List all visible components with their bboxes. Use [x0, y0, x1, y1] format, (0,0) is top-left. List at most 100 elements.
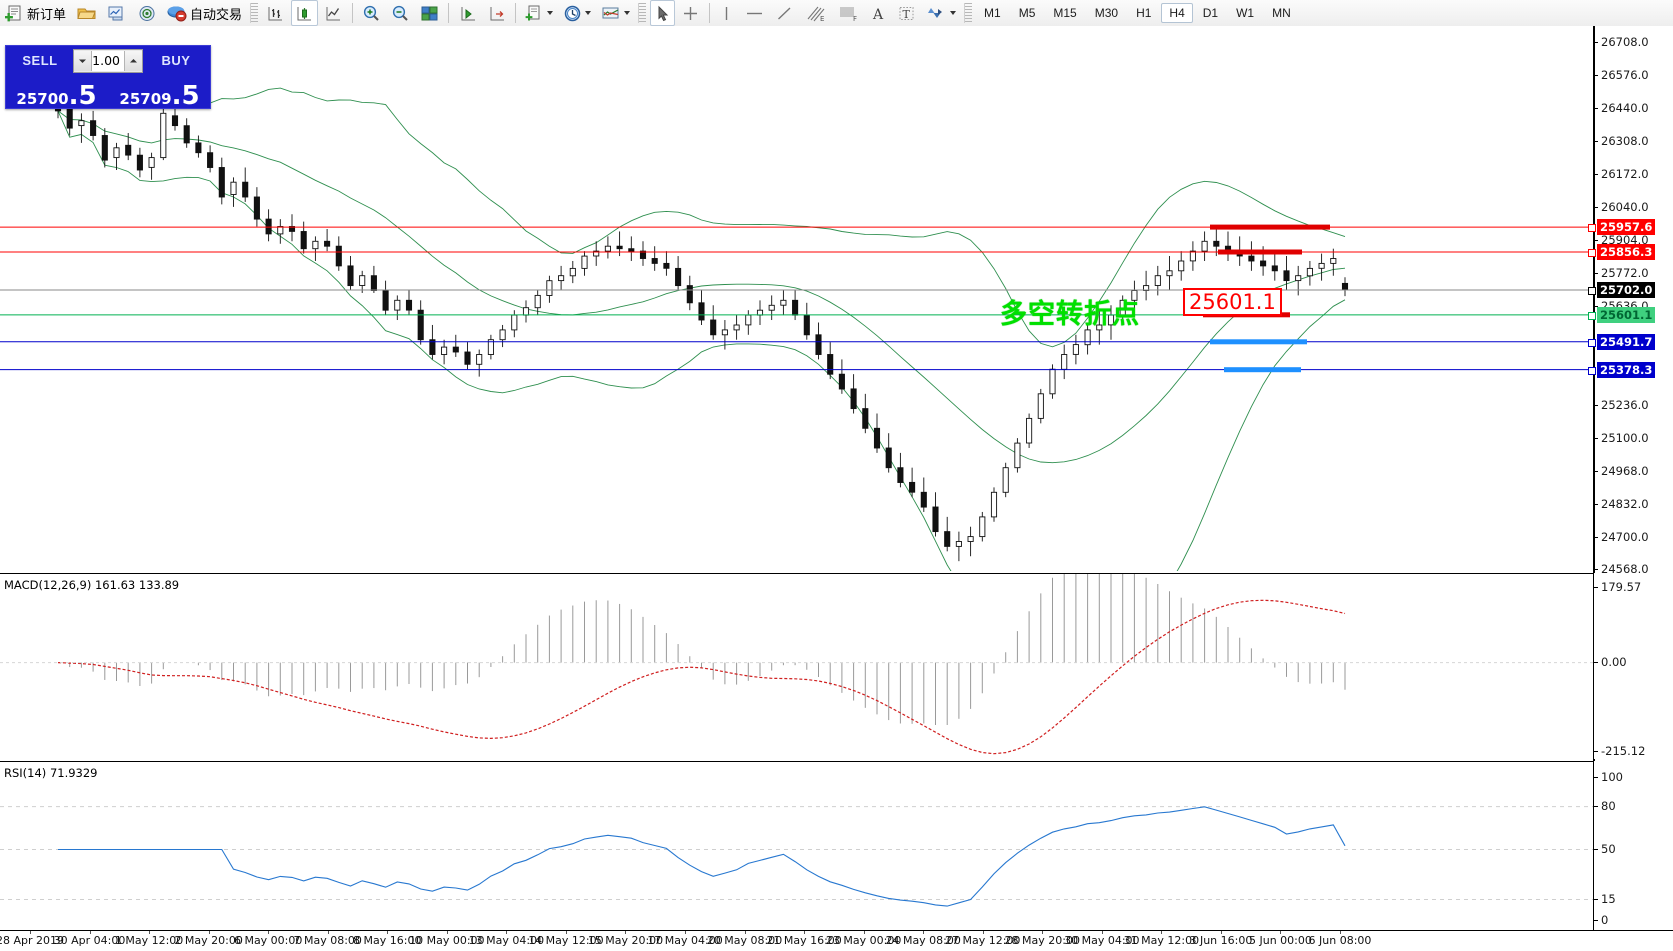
price-level-handle[interactable]	[1588, 366, 1596, 375]
text-tool-button[interactable]: A	[866, 0, 891, 26]
time-tick	[1101, 931, 1103, 934]
time-axis-label: 5 Jun 00:00	[1249, 934, 1312, 947]
equidistant-channel-icon: E	[804, 4, 827, 23]
price-level-label-resistance[interactable]: 25856.3	[1597, 244, 1656, 261]
price-level-marker[interactable]	[1210, 224, 1330, 230]
rsi-axis[interactable]: 100 80 50 15 0	[1593, 761, 1673, 930]
price-callout-box[interactable]: 25601.1	[1183, 288, 1282, 316]
candle	[558, 265, 565, 291]
arrows-tool-button[interactable]	[922, 0, 960, 26]
navigator-button[interactable]	[133, 0, 161, 26]
timeframe-h4[interactable]: H4	[1161, 3, 1193, 23]
templates-dropdown-arrow[interactable]	[547, 11, 554, 15]
price-level-marker[interactable]	[1224, 367, 1301, 373]
period-dropdown-arrow[interactable]	[585, 11, 592, 15]
trendline-icon	[775, 4, 794, 23]
bollinger-band-middle	[57, 110, 1346, 464]
zoom-in-button[interactable]	[358, 0, 385, 26]
line-chart-button[interactable]	[320, 0, 347, 26]
candle	[581, 251, 588, 276]
turning-point-annotation[interactable]: 多空转折点	[1000, 299, 1140, 330]
price-level-label-last-price[interactable]: 25702.0	[1597, 282, 1656, 298]
volume-increase-button[interactable]	[124, 51, 142, 71]
auto-scroll-button[interactable]	[454, 0, 481, 26]
timeframe-m30[interactable]: M30	[1094, 6, 1119, 20]
new-order-icon	[5, 4, 24, 23]
indicators-dropdown-arrow[interactable]	[624, 11, 631, 15]
text-label-tool-button[interactable]: T	[893, 0, 920, 26]
cursor-tool-button[interactable]	[650, 0, 676, 26]
buy-price[interactable]: 25709 .5	[109, 74, 210, 108]
price-level-handle[interactable]	[1588, 249, 1596, 258]
time-tick	[923, 931, 925, 934]
cursor-icon	[654, 4, 671, 23]
candle	[1189, 241, 1196, 271]
candle	[815, 322, 822, 360]
price-level-handle[interactable]	[1588, 311, 1596, 320]
price-level-marker[interactable]	[1210, 339, 1307, 345]
candlestick-chart-button[interactable]	[291, 0, 319, 26]
timeframe-mn[interactable]: MN	[1272, 6, 1291, 20]
zoom-out-button[interactable]	[387, 0, 414, 26]
profiles-button[interactable]	[72, 0, 101, 26]
macd-axis[interactable]: 179.57 0.00 -215.12	[1593, 573, 1673, 759]
timeframe-w1[interactable]: W1	[1236, 6, 1255, 20]
arrows-dropdown-arrow[interactable]	[950, 11, 957, 15]
text-icon: A	[870, 4, 887, 23]
price-tick	[1594, 306, 1598, 308]
toolbar-grip-2[interactable]	[638, 3, 647, 23]
price-level-label-resistance[interactable]: 25957.6	[1597, 219, 1656, 236]
price-chart-pane[interactable]	[0, 26, 1594, 571]
price-level-marker[interactable]	[1218, 249, 1302, 255]
crosshair-tool-button[interactable]	[677, 0, 704, 26]
rsi-pane[interactable]	[0, 761, 1594, 931]
sell-button[interactable]: SELL	[22, 53, 58, 68]
toolbar-grip-1[interactable]	[250, 3, 259, 23]
candle	[382, 280, 389, 316]
volume-input[interactable]: 1.00	[92, 51, 124, 71]
bollinger-band-lower	[57, 110, 1346, 571]
fibonacci-tool-button[interactable]: F	[833, 0, 864, 26]
trendline-tool-button[interactable]	[771, 0, 798, 26]
bar-chart-icon	[266, 4, 285, 23]
timeframe-h1[interactable]: H1	[1136, 6, 1152, 20]
one-click-trading-panel[interactable]: SELL 1.00 BUY 25700 .5	[5, 45, 211, 109]
time-axis[interactable]: 28 Apr 2019 30 Apr 04:00 1 May 12:00 2 May …	[0, 930, 1673, 951]
indicators-button[interactable]	[597, 0, 634, 26]
volume-spinner[interactable]: 1.00	[73, 49, 143, 73]
timeframe-d1[interactable]: D1	[1202, 6, 1219, 20]
price-level-handle[interactable]	[1588, 338, 1596, 347]
tile-windows-button[interactable]	[416, 0, 443, 26]
volume-decrease-button[interactable]	[74, 51, 92, 71]
bar-chart-button[interactable]	[262, 0, 289, 26]
toolbar-grip-3[interactable]	[964, 3, 973, 23]
rsi-tick	[1594, 805, 1598, 807]
autotrading-button[interactable]: 自动交易	[163, 0, 246, 26]
chart-shift-button[interactable]	[483, 0, 510, 26]
timeframe-m15[interactable]: M15	[1053, 6, 1077, 20]
price-level-label-pivot[interactable]: 25601.1	[1597, 306, 1656, 323]
market-watch-button[interactable]	[103, 0, 131, 26]
price-level-label-support[interactable]: 25491.7	[1597, 333, 1656, 350]
time-tick	[685, 931, 686, 934]
macd-pane[interactable]	[0, 573, 1594, 760]
candle	[990, 487, 998, 522]
chevron-up-icon	[129, 58, 138, 64]
templates-button[interactable]	[521, 0, 557, 26]
price-level-label-support[interactable]: 25378.3	[1597, 361, 1656, 378]
price-level-handle[interactable]	[1588, 224, 1596, 233]
timeframe-m1[interactable]: M1	[984, 6, 1001, 20]
price-level-handle[interactable]	[1588, 287, 1596, 295]
new-order-button[interactable]: 新订单	[1, 0, 70, 26]
toolbar-separator-1	[352, 3, 354, 23]
sell-price[interactable]: 25700 .5	[6, 74, 107, 108]
period-button[interactable]	[559, 0, 595, 26]
equidistant-channel-button[interactable]: E	[800, 0, 831, 26]
horizontal-line-tool-button[interactable]	[740, 0, 769, 26]
buy-button[interactable]: BUY	[161, 53, 191, 68]
vertical-line-tool-button[interactable]	[715, 0, 738, 26]
candle	[242, 167, 249, 202]
price-tick	[1594, 206, 1598, 208]
candle	[511, 310, 518, 338]
timeframe-m5[interactable]: M5	[1018, 6, 1036, 20]
